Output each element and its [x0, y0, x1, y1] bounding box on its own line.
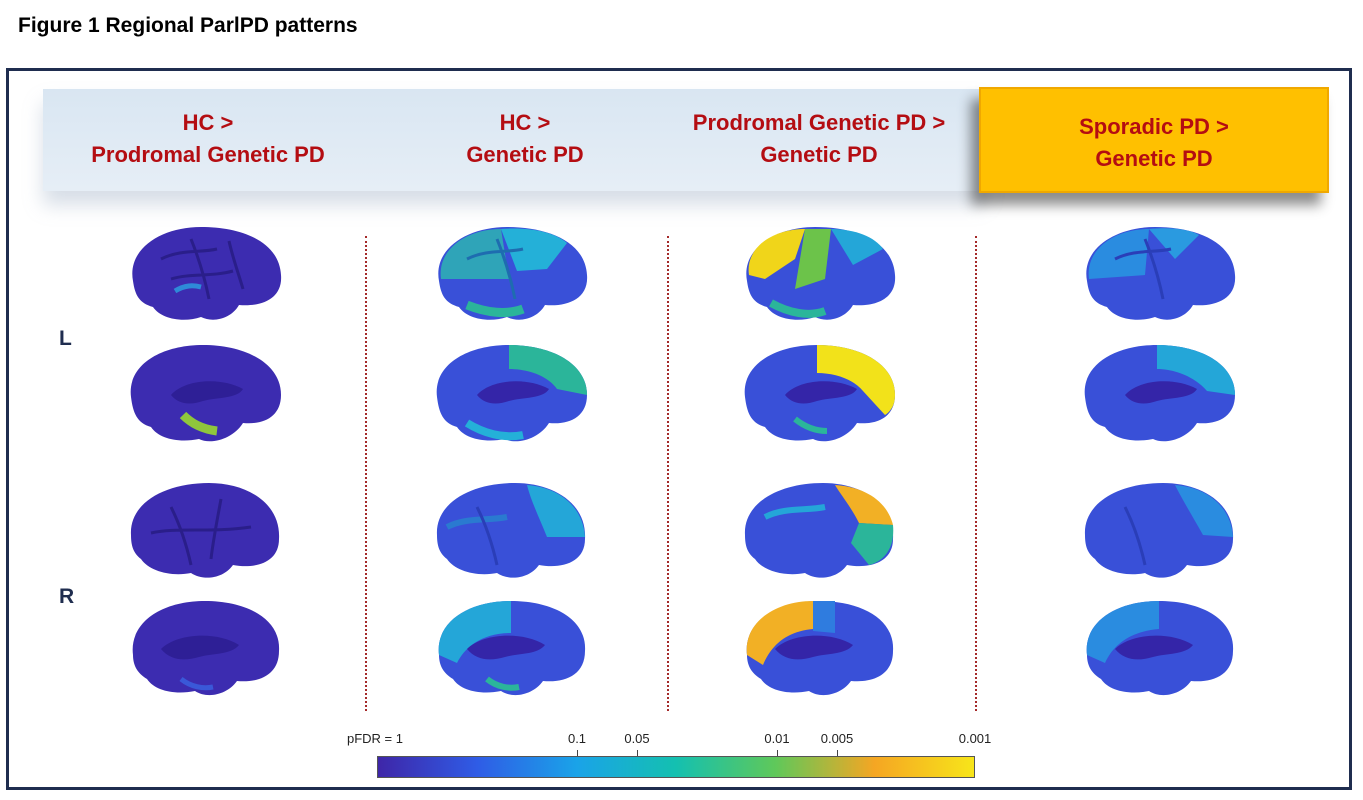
right-hemisphere-label: R: [59, 585, 75, 608]
brain-col4-left-medial: [1084, 345, 1235, 442]
brain-col3-left-medial: [744, 345, 895, 442]
column-header-3-line1: Prodromal Genetic PD >: [692, 110, 946, 135]
brain-col4-left-lateral: [1086, 227, 1236, 320]
colorbar: pFDR = 1 0.1 0.05 0.01 0.005 0.001: [339, 731, 1019, 791]
brain-col3-left-lateral: [746, 227, 896, 320]
column-header-3-line2: Genetic PD: [760, 142, 878, 167]
brain-col3-right-lateral: [744, 483, 894, 578]
column-separator-2: [667, 236, 669, 711]
column-header-4-line2: Genetic PD: [1095, 146, 1213, 171]
left-hemisphere-label: L: [59, 327, 72, 350]
brain-col2-left-lateral: [438, 227, 588, 320]
colorbar-tick-label-2: 0.1: [567, 731, 587, 746]
column-header-1-line2: Prodromal Genetic PD: [91, 142, 325, 167]
highlight-box: [979, 87, 1329, 193]
column-separator-3: [975, 236, 977, 711]
column-header-1: HC > Prodromal Genetic PD: [53, 107, 363, 171]
column-header-2: HC > Genetic PD: [385, 107, 665, 171]
colorbar-tick-label-1: pFDR = 1: [347, 731, 403, 746]
brain-col1-left-medial: [130, 345, 281, 442]
brain-col2-right-lateral: [436, 483, 586, 578]
colorbar-tick-label-6: 0.001: [958, 731, 992, 746]
brain-col4-right-medial: [1086, 601, 1234, 696]
header-band: [43, 89, 983, 191]
colorbar-tick-mark-2: [577, 750, 578, 756]
colorbar-tick-label-5: 0.005: [820, 731, 854, 746]
colorbar-tick-mark-5: [837, 750, 838, 756]
figure-frame: HC > Prodromal Genetic PD HC > Genetic P…: [6, 68, 1352, 790]
figure-title: Figure 1 Regional ParlPD patterns: [18, 14, 358, 37]
column-separator-1: [365, 236, 367, 711]
brain-col2-left-medial: [436, 345, 587, 442]
column-header-4: Sporadic PD > Genetic PD: [999, 111, 1309, 175]
brain-col3-right-medial: [746, 601, 894, 696]
column-header-4-line1: Sporadic PD >: [1079, 114, 1229, 139]
colorbar-tick-label-3: 0.05: [624, 731, 650, 746]
brain-col1-right-lateral: [130, 483, 280, 578]
colorbar-tick-mark-4: [777, 750, 778, 756]
brain-col1-left-lateral: [132, 227, 282, 320]
brain-col2-right-medial: [438, 601, 586, 696]
column-header-2-line2: Genetic PD: [466, 142, 584, 167]
colorbar-tick-mark-3: [637, 750, 638, 756]
column-header-3: Prodromal Genetic PD > Genetic PD: [669, 107, 969, 171]
brain-col1-right-medial: [132, 601, 280, 696]
colorbar-tick-label-4: 0.01: [764, 731, 790, 746]
colorbar-gradient: [377, 756, 975, 778]
column-header-1-line1: HC >: [182, 110, 234, 135]
brain-col4-right-lateral: [1084, 483, 1234, 578]
column-header-2-line1: HC >: [499, 110, 551, 135]
